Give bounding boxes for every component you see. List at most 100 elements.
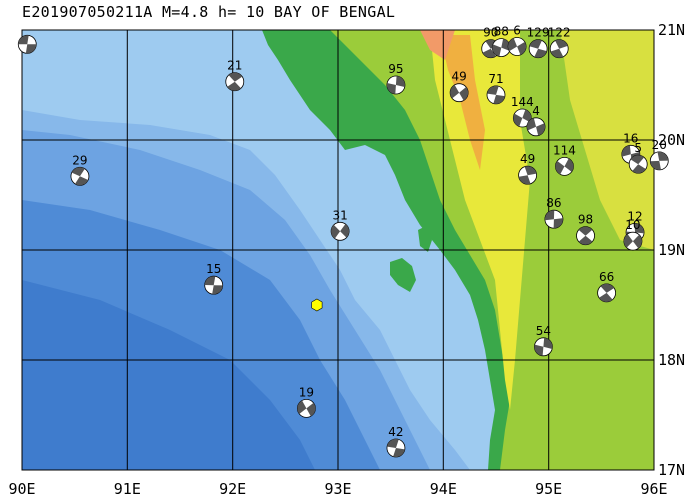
depth-label: 90	[483, 26, 498, 40]
beachball-compression	[543, 337, 553, 349]
beachball-compression	[529, 39, 542, 49]
beachball-compression	[450, 84, 460, 99]
beachball-compression	[386, 82, 396, 94]
depth-label: 10	[625, 218, 640, 232]
epicenter-marker	[311, 298, 323, 312]
graticule	[21, 29, 655, 471]
beachball-compression	[492, 44, 502, 57]
land-peaks-high	[420, 30, 455, 60]
depth-label: 31	[332, 208, 347, 222]
beachball-compression	[517, 41, 527, 55]
beachball-compression	[555, 160, 565, 175]
focal-mechanism: 4	[526, 104, 546, 137]
focal-mechanism: 19	[296, 385, 316, 418]
depth-label: 71	[488, 72, 503, 86]
depth-label: 114	[553, 143, 576, 157]
focal-mechanism	[17, 34, 37, 54]
beachball-compression	[487, 85, 499, 95]
depth-label: 86	[546, 196, 561, 210]
focal-mechanism: 10	[623, 218, 643, 251]
depth-label: 144	[511, 95, 534, 109]
beachball-compression	[340, 224, 350, 238]
latitude-label: 19N	[658, 241, 685, 259]
depth-label: 88	[494, 25, 509, 39]
beachball-compression	[534, 344, 544, 356]
beachball-compression	[482, 48, 496, 58]
beachball-compression	[600, 283, 615, 293]
depth-label: 4	[532, 104, 540, 118]
depth-label: 49	[520, 152, 535, 166]
depth-label: 66	[599, 270, 614, 284]
focal-mechanism: 49	[449, 70, 469, 103]
beachball-compression	[508, 38, 518, 52]
beachball-compression	[75, 176, 89, 186]
depth-label: 122	[548, 26, 571, 40]
focal-mechanism: 129	[527, 26, 550, 59]
ocean-deepest	[22, 280, 315, 470]
focal-mechanism: 98	[576, 213, 595, 246]
longitude-label: 94E	[430, 480, 457, 498]
depth-label: 5	[634, 141, 642, 155]
beachball-compression	[553, 218, 563, 229]
beachball-compression	[297, 400, 307, 414]
depth-label: 20	[652, 138, 667, 152]
latitude-label: 17N	[658, 461, 685, 479]
beachball-compression	[534, 48, 547, 58]
beachball-compression	[518, 175, 531, 185]
focal-mechanism: 49	[518, 152, 537, 185]
beachball-compression	[632, 234, 642, 249]
longitude-label: 90E	[8, 480, 35, 498]
depth-label: 29	[72, 153, 87, 167]
beachball-compression	[387, 439, 399, 448]
beachball-compression	[544, 210, 555, 221]
focal-mechanism: 54	[534, 324, 553, 357]
focal-mechanism: 86	[544, 196, 564, 229]
depth-label: 49	[451, 70, 466, 84]
island	[418, 226, 432, 252]
island	[390, 258, 416, 292]
depth-label: 129	[527, 26, 550, 40]
beachball-compression	[623, 234, 633, 248]
beachball-compression	[493, 94, 505, 104]
beachball-compression	[632, 164, 646, 174]
beachball-compression	[550, 48, 564, 58]
beachball-compression	[228, 72, 243, 82]
focal-mechanism: 95	[386, 62, 406, 95]
focal-mechanism: 66	[597, 270, 616, 303]
longitude-label: 93E	[324, 480, 351, 498]
depth-label: 21	[227, 59, 242, 73]
beachball-compression	[555, 39, 568, 49]
beachball-compression	[524, 166, 537, 176]
beachball-compression	[212, 285, 223, 295]
depth-label: 16	[623, 131, 638, 145]
focal-mechanism: 122	[548, 26, 571, 59]
longitude-labels: 90E 91E 92E 93E 94E 95E 96E	[8, 480, 667, 498]
focal-mechanism: 20	[649, 138, 669, 171]
land-peaks	[440, 35, 485, 170]
depth-label: 12	[627, 209, 642, 223]
latitude-labels: 21N 20N 19N 18N 17N	[658, 21, 685, 479]
beachball-compression	[630, 155, 645, 165]
beachball-compression	[578, 226, 593, 236]
focal-mechanism: 71	[486, 72, 506, 105]
beachball-compression	[599, 292, 613, 302]
depth-label: 6	[513, 24, 521, 38]
beachball-compression	[522, 109, 532, 123]
beachball-compression	[650, 160, 661, 170]
beachball-compression	[564, 158, 574, 172]
latitude-label: 18N	[658, 351, 685, 369]
focal-mechanism: 114	[553, 143, 576, 176]
beachball-compression	[18, 35, 29, 45]
longitude-label: 92E	[219, 480, 246, 498]
beachball-compression	[25, 44, 37, 54]
longitude-label: 95E	[535, 480, 562, 498]
latitude-label: 20N	[658, 131, 685, 149]
focal-mechanism: 21	[225, 59, 245, 92]
beachball-compression	[657, 151, 669, 161]
beachball-compression	[536, 123, 546, 136]
beachball-compression	[71, 167, 85, 177]
beachball-compression	[578, 235, 593, 245]
depth-label: 98	[578, 213, 593, 227]
